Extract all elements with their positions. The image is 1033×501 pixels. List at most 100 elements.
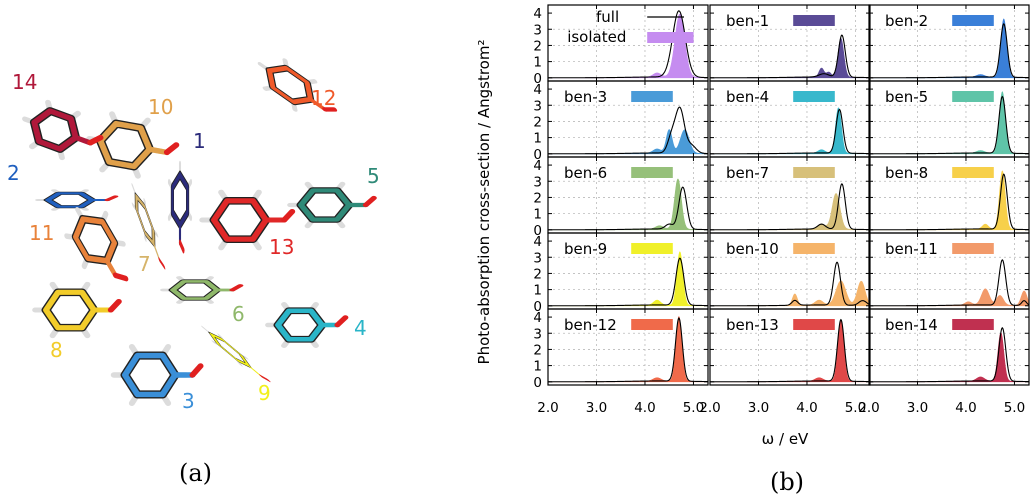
panel-title: ben-5 — [885, 88, 928, 106]
x-tick-label: 5.0 — [683, 400, 704, 416]
panel-color-swatch — [952, 319, 994, 330]
panel-title: ben-3 — [564, 88, 607, 106]
full-spectrum — [548, 10, 708, 79]
y-tick-label: 3 — [533, 250, 542, 266]
panel-title: ben-14 — [885, 316, 938, 334]
molecule-9 — [201, 325, 271, 383]
molecule-label-7: 7 — [138, 252, 151, 276]
molecule-label-12: 12 — [311, 86, 336, 110]
full-spectrum — [869, 259, 1029, 307]
molecule-label-2: 2 — [7, 161, 20, 185]
spectrum-panel: ben-6 — [547, 156, 709, 234]
panel-color-swatch — [793, 15, 835, 26]
spectrum-panel: ben-9 — [547, 232, 709, 310]
y-tick-label: 4 — [533, 310, 542, 326]
panel-color-swatch — [952, 91, 994, 102]
full-spectrum — [710, 183, 870, 231]
panel-color-swatch — [952, 15, 994, 26]
full-spectrum — [869, 95, 1029, 155]
molecule-label-9: 9 — [258, 381, 271, 405]
molecule-5 — [287, 181, 377, 229]
molecule-8 — [32, 281, 122, 339]
isolated-spectrum — [548, 178, 708, 231]
y-tick-label: 4 — [533, 82, 542, 98]
molecule-12 — [257, 58, 338, 112]
spectrum-panel: ben-12 — [547, 308, 709, 386]
molecule-14 — [22, 99, 104, 161]
panel-color-swatch — [952, 167, 994, 178]
panel-color-swatch — [631, 91, 673, 102]
x-tick-labels: 2.0 3.0 4.0 5.02.0 3.0 4.0 5.02.0 3.0 4.0 5.0 — [537, 400, 1025, 416]
x-tick-label: 4.0 — [634, 400, 655, 416]
y-tick-label: 3 — [533, 326, 542, 342]
molecule-2 — [35, 189, 119, 211]
molecule-label-11: 11 — [29, 221, 54, 245]
x-tick-label: 2.0 — [699, 400, 720, 416]
subfigure-label-b: (b) — [770, 468, 804, 496]
y-tick-label: 0 — [533, 71, 542, 87]
full-spectrum — [710, 261, 870, 307]
molecule-label-8: 8 — [50, 338, 63, 362]
spectrum-panel: ben-4 — [709, 80, 871, 158]
panel-title: ben-4 — [726, 88, 769, 106]
molecule-label-5: 5 — [367, 164, 380, 188]
panel-title: ben-6 — [564, 164, 607, 182]
y-tick-label: 4 — [533, 6, 542, 22]
benzene-molecules — [22, 58, 377, 406]
x-tick-label: 3.0 — [907, 400, 928, 416]
subfigure-label-a: (a) — [179, 459, 212, 487]
panel-title: ben-9 — [564, 240, 607, 258]
molecule-label-6: 6 — [232, 302, 245, 326]
molecule-4 — [265, 302, 349, 348]
full-spectrum — [710, 34, 870, 79]
molecule-label-4: 4 — [354, 316, 367, 340]
y-tick-label: 4 — [533, 234, 542, 250]
panel-color-swatch — [793, 91, 835, 102]
spectrum-panel: ben-10 — [709, 232, 871, 310]
spectrum-panel: ben-8 — [868, 156, 1030, 234]
y-tick-label: 2 — [533, 342, 542, 358]
panel-title: ben-12 — [564, 316, 617, 334]
panel-color-swatch — [793, 167, 835, 178]
molecule-label-1: 1 — [193, 129, 206, 153]
x-axis-label: ω / eV — [762, 430, 809, 448]
full-spectrum — [548, 106, 708, 155]
panel-title: ben-11 — [885, 240, 938, 258]
panel-title: ben-13 — [726, 316, 779, 334]
spectrum-panel: ben-11 — [868, 232, 1030, 310]
molecular-cluster-image: 14 10 1 12 2 5 11 7 13 6 4 8 3 9 (a) — [7, 58, 380, 487]
spectrum-panel: ben-14 — [868, 308, 1030, 386]
y-tick-label: 1 — [533, 359, 542, 375]
spectrum-panel: ben-7 — [709, 156, 871, 234]
molecule-label-10: 10 — [148, 95, 173, 119]
spectra-panels: full isolated ben-1 ben-2 ben-3 ben-4 ben-5 ben… — [547, 4, 1030, 386]
molecule-3 — [110, 344, 204, 406]
spectrum-panel: ben-2 — [868, 4, 1030, 82]
y-tick-label: 2 — [533, 266, 542, 282]
spectrum-panel: ben-5 — [868, 80, 1030, 158]
full-spectrum — [548, 317, 708, 383]
full-spectrum — [548, 257, 708, 307]
x-tick-label: 3.0 — [748, 400, 769, 416]
panel-color-swatch — [793, 243, 835, 254]
y-tick-label: 2 — [533, 38, 542, 54]
full-spectrum — [869, 22, 1029, 79]
y-axis-label: Photo-absorption cross-section / Angstro… — [475, 40, 493, 365]
molecule-7 — [131, 183, 166, 270]
spectrum-panel: ben-3 — [547, 80, 709, 158]
molecule-label-14: 14 — [12, 70, 37, 94]
y-tick-label: 1 — [533, 131, 542, 147]
y-tick-label: 2 — [533, 114, 542, 130]
full-spectrum — [548, 186, 708, 231]
panel-color-swatch — [793, 319, 835, 330]
full-spectrum — [710, 318, 870, 383]
isolated-spectrum — [869, 288, 1029, 307]
panel-title: ben-8 — [885, 164, 928, 182]
y-tick-label: 3 — [533, 22, 542, 38]
x-tick-label: 2.0 — [537, 400, 558, 416]
panel-color-swatch — [952, 243, 994, 254]
spectrum-panel: ben-1 — [709, 4, 871, 82]
full-spectrum — [869, 326, 1029, 383]
